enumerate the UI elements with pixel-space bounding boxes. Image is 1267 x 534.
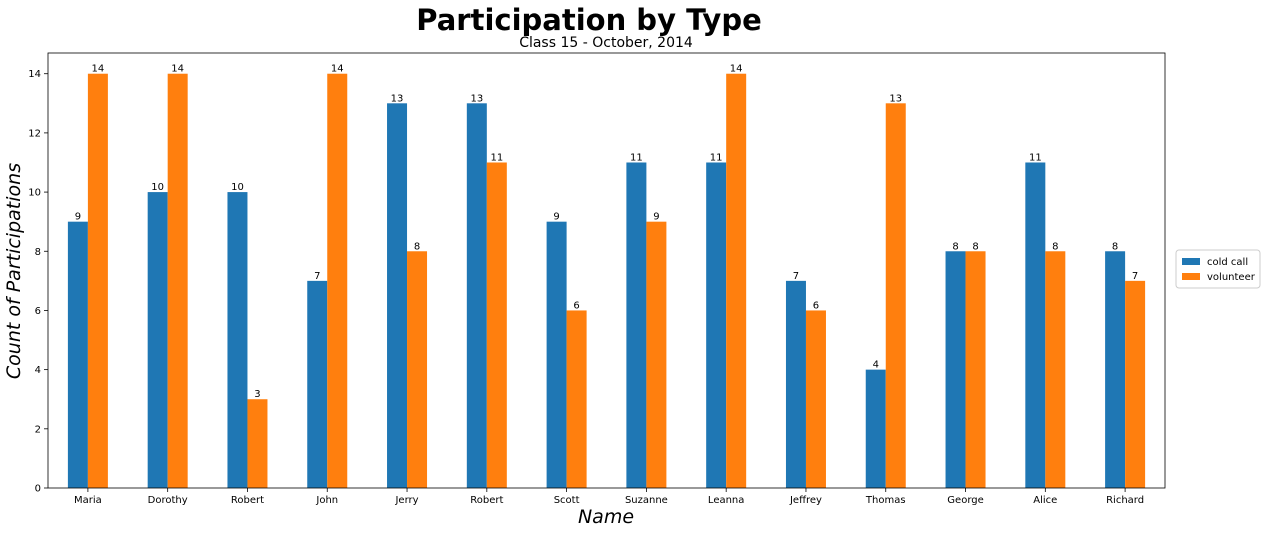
bar-volunteer-7 (646, 221, 667, 488)
bar-volunteer-1 (167, 73, 188, 488)
legend: cold call volunteer (1175, 249, 1261, 289)
data-label: 11 (490, 152, 503, 163)
data-label: 8 (1112, 241, 1118, 252)
data-label: 11 (710, 152, 723, 163)
legend-label: volunteer (1207, 272, 1256, 283)
bar-cold-call-8 (706, 162, 727, 488)
x-tick-label: Maria (74, 495, 102, 506)
data-label: 6 (573, 300, 579, 311)
x-tick-label: Robert (470, 495, 503, 506)
y-tick-label: 10 (28, 188, 41, 199)
data-label: 14 (331, 64, 344, 75)
bar-cold-call-11 (945, 251, 966, 488)
data-label: 13 (470, 93, 483, 104)
data-label: 9 (653, 212, 659, 223)
y-tick-label: 0 (35, 484, 41, 495)
data-label: 4 (873, 360, 879, 371)
x-tick-label: Thomas (865, 495, 906, 506)
bar-cold-call-10 (865, 369, 886, 488)
data-label: 7 (793, 271, 799, 282)
data-label: 14 (730, 64, 743, 75)
data-label: 8 (952, 241, 958, 252)
chart-subtitle: Class 15 - October, 2014 (519, 35, 693, 51)
bar-cold-call-2 (227, 192, 248, 488)
x-tick-label: George (947, 495, 983, 506)
data-label: 3 (254, 389, 260, 400)
data-label: 11 (630, 152, 643, 163)
x-tick-label: Alice (1033, 495, 1057, 506)
bar-volunteer-13 (1125, 280, 1146, 488)
bar-cold-call-0 (67, 221, 88, 488)
data-label: 13 (889, 93, 902, 104)
bar-cold-call-1 (147, 192, 168, 488)
chart-title: Participation by Type (416, 3, 762, 37)
data-label: 11 (1029, 152, 1042, 163)
data-label: 10 (151, 182, 164, 193)
bar-cold-call-3 (307, 280, 328, 488)
data-label: 8 (972, 241, 978, 252)
legend-label: cold call (1207, 257, 1248, 268)
y-tick-label: 6 (35, 306, 41, 317)
plot-area: 9 10 10 7 13 13 9 11 11 7 4 8 11 8 14 14 3 14 8 11 6 9 14 6 13 8 8… (28, 52, 1166, 506)
data-label: 7 (1132, 271, 1138, 282)
bar-volunteer-12 (1045, 251, 1066, 488)
legend-swatch-cold-call (1182, 258, 1200, 265)
y-tick-label: 12 (28, 128, 41, 139)
x-tick-label: Suzanne (625, 495, 668, 506)
data-label: 7 (314, 271, 320, 282)
bar-volunteer-0 (87, 73, 108, 488)
bar-volunteer-6 (566, 310, 587, 488)
data-label: 8 (414, 241, 420, 252)
x-tick-label: Richard (1106, 495, 1144, 506)
bar-cold-call-9 (785, 280, 806, 488)
bar-volunteer-11 (965, 251, 986, 488)
x-tick-label: Scott (554, 495, 580, 506)
x-tick-label: Leanna (708, 495, 744, 506)
data-label: 13 (391, 93, 404, 104)
bar-cold-call-4 (387, 103, 408, 488)
legend-swatch-volunteer (1182, 273, 1200, 280)
x-tick-label: Robert (231, 495, 264, 506)
x-tick-label: John (315, 495, 338, 506)
bar-volunteer-4 (407, 251, 428, 488)
bar-volunteer-9 (805, 310, 826, 488)
bar-cold-call-12 (1025, 162, 1046, 488)
bar-volunteer-3 (327, 73, 348, 488)
bar-cold-call-6 (546, 221, 567, 488)
data-label: 14 (171, 64, 184, 75)
bar-volunteer-2 (247, 399, 268, 488)
x-axis-label: Name (578, 506, 634, 528)
bar-volunteer-5 (486, 162, 507, 488)
bar-cold-call-5 (466, 103, 487, 488)
data-label: 9 (553, 212, 559, 223)
bar-volunteer-8 (726, 73, 747, 488)
bar-cold-call-7 (626, 162, 647, 488)
data-label: 10 (231, 182, 244, 193)
y-tick-label: 4 (35, 365, 41, 376)
x-tick-label: Dorothy (148, 495, 188, 506)
bar-volunteer-10 (885, 103, 906, 488)
plot-frame (47, 52, 1166, 489)
data-label: 6 (813, 300, 819, 311)
y-tick-label: 14 (28, 69, 41, 80)
bar-cold-call-13 (1105, 251, 1126, 488)
x-tick-label: Jerry (394, 495, 418, 506)
data-label: 14 (92, 64, 105, 75)
data-label: 9 (75, 212, 81, 223)
y-tick-label: 8 (35, 247, 41, 258)
x-tick-label: Jeffrey (789, 495, 822, 506)
y-tick-label: 2 (35, 424, 41, 435)
y-axis-label: Count of Participations (3, 163, 25, 379)
data-label: 8 (1052, 241, 1058, 252)
